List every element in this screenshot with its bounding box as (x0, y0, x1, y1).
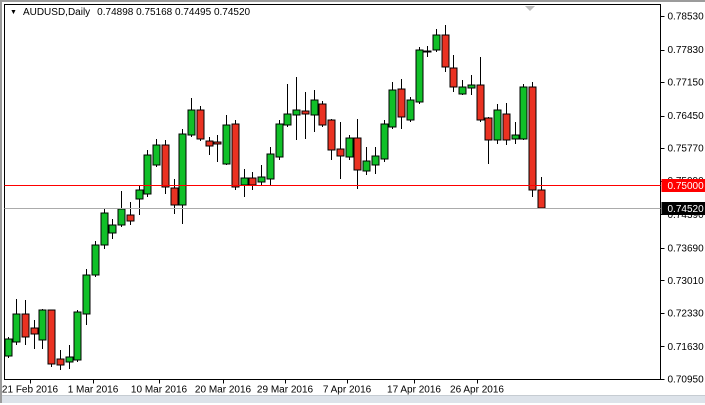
date-tick-label: 29 Mar 2016 (257, 385, 314, 396)
candle (381, 120, 388, 162)
price-tick-label: 0.70950 (668, 375, 705, 386)
date-tick-label: 7 Apr 2016 (323, 385, 372, 396)
price-tick-label: 0.77830 (668, 45, 705, 56)
resistance-price-badge: 0.75000 (662, 179, 705, 192)
window-bottom-edge (2, 395, 705, 403)
date-tick-label: 26 Apr 2016 (450, 385, 504, 396)
candle (232, 120, 239, 190)
price-tick-label: 0.76450 (668, 111, 705, 122)
ohlc-quote-label: 0.74898 0.75168 0.74495 0.74520 (97, 7, 250, 18)
candle (346, 135, 353, 160)
candle (276, 120, 283, 160)
symbol-dropdown-icon[interactable]: ▼ (10, 9, 17, 16)
date-tick-label: 10 Mar 2016 (131, 385, 188, 396)
candle (197, 106, 204, 141)
plot-area-border (5, 5, 661, 380)
candle (520, 84, 527, 140)
candle (74, 310, 81, 362)
current-price-badge: 0.74520 (662, 202, 705, 215)
price-tick-label: 0.78530 (668, 12, 705, 23)
date-tick-label: 20 Mar 2016 (195, 385, 252, 396)
candle (144, 150, 151, 197)
date-tick-label: 17 Apr 2016 (387, 385, 441, 396)
price-tick-label: 0.75770 (668, 144, 705, 155)
candle (416, 47, 423, 104)
candle (407, 97, 414, 122)
price-tick-label: 0.71630 (668, 342, 705, 353)
candle (529, 82, 536, 197)
date-tick-label: 1 Mar 2016 (68, 385, 119, 396)
price-tick-label: 0.77150 (668, 78, 705, 89)
svg-text:0.74520: 0.74520 (668, 204, 705, 215)
candle (48, 310, 55, 367)
price-tick-label: 0.72330 (668, 308, 705, 319)
candle (5, 337, 12, 358)
candle (101, 209, 108, 249)
price-tick-label: 0.73690 (668, 243, 705, 254)
symbol-period-label: AUDUSD,Daily (23, 7, 90, 18)
chart-title-bar: ▼ AUDUSD,Daily 0.74898 0.75168 0.74495 0… (10, 6, 250, 18)
price-tick-label: 0.73010 (668, 276, 705, 287)
candle (319, 101, 326, 127)
date-tick-label: 21 Feb 2016 (2, 385, 59, 396)
svg-text:0.75000: 0.75000 (668, 181, 705, 192)
candle (92, 241, 99, 277)
candle (494, 104, 501, 144)
